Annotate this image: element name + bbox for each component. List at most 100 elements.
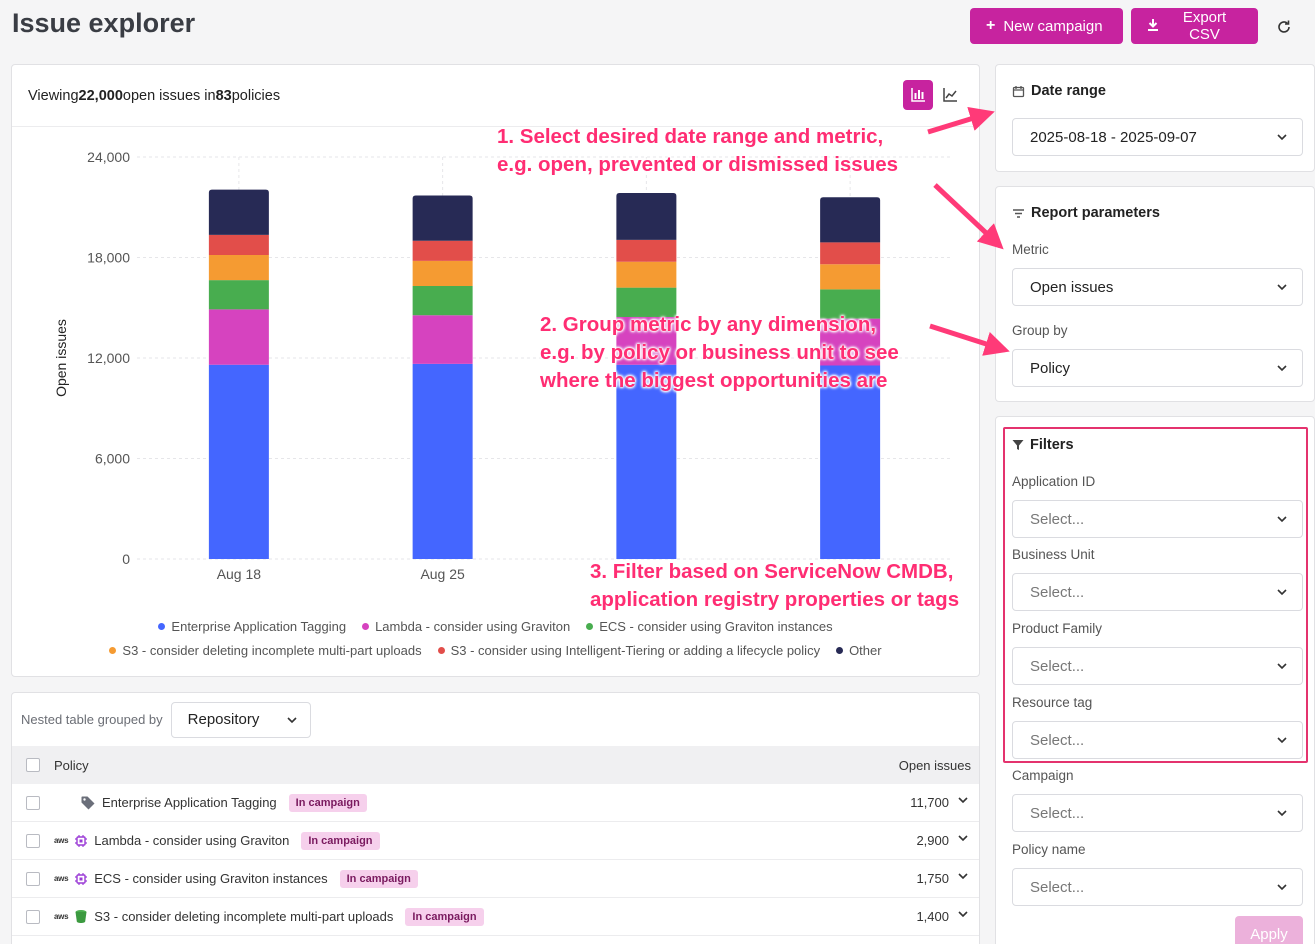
table-row[interactable]: aws S3 - consider deleting incomplete mul… (12, 898, 979, 936)
filter-label: Business Unit (1012, 547, 1095, 562)
x-tick-label: Aug 18 (217, 566, 262, 582)
chevron-down-icon (1277, 737, 1287, 744)
y-axis-title: Open issues (53, 319, 69, 397)
filters-title: Filters (1030, 437, 1074, 453)
annotation-1: 1. Select desired date range and metric,… (497, 125, 899, 176)
tag-icon (80, 795, 96, 811)
select-all-checkbox[interactable] (26, 758, 40, 772)
filter-label: Application ID (1012, 474, 1096, 489)
export-csv-label: Export CSV (1182, 9, 1227, 43)
legend-swatch (362, 623, 370, 630)
legend-swatch (586, 623, 594, 630)
line-chart-toggle[interactable] (935, 80, 965, 110)
metric-select[interactable]: Open issues (1012, 268, 1303, 306)
date-range-value: 2025-08-18 - 2025-09-07 (1030, 128, 1197, 146)
legend-swatch (836, 647, 844, 654)
row-checkbox[interactable] (26, 871, 40, 886)
in-campaign-badge: In campaign (405, 907, 484, 926)
filter-icon (1012, 440, 1024, 450)
bar-segment (616, 316, 677, 365)
filter-select[interactable]: Select... (1012, 868, 1303, 906)
filter-select[interactable]: Select... (1012, 500, 1303, 538)
legend-label: ECS - consider using Graviton instances (599, 619, 833, 634)
plus-icon: + (986, 17, 996, 34)
y-tick-label: 24,000 (87, 149, 130, 165)
new-campaign-label: New campaign (1003, 17, 1103, 35)
sort-lines-icon (1013, 208, 1024, 218)
chevron-down-icon (287, 716, 297, 723)
legend-item[interactable]: S3 - consider using Intelligent-Tiering … (437, 639, 820, 662)
legend-item[interactable]: S3 - consider deleting incomplete multi-… (109, 639, 422, 662)
legend-label: Enterprise Application Tagging (171, 619, 347, 634)
filter-placeholder: Select... (1030, 878, 1085, 896)
filters-card: Filters Application ID Select... Business … (995, 416, 1315, 944)
legend-item[interactable]: Enterprise Application Tagging (158, 615, 346, 638)
filter-placeholder: Select... (1030, 510, 1085, 528)
metric-value: Open issues (1030, 278, 1114, 296)
bar-segment (208, 309, 269, 365)
bar-segment (820, 242, 881, 265)
chevron-down-icon (1277, 284, 1287, 291)
aws-icon: aws (54, 836, 69, 845)
expand-chevron-icon[interactable] (957, 834, 969, 842)
grouped-by-label: Nested table grouped by (21, 712, 163, 727)
grouped-by-select[interactable]: Repository (170, 701, 311, 738)
report-parameters-card: Report parameters Metric Open issues Gro… (995, 186, 1315, 402)
new-campaign-button[interactable]: + New campaign (970, 8, 1123, 44)
stacked-bar-chart: 0 6,000 12,000 18,000 24,000 Open issues Aug 1… (53, 149, 952, 582)
bar-segment (820, 264, 881, 290)
legend-swatch (109, 647, 117, 654)
row-checkbox[interactable] (26, 795, 40, 810)
line-chart-icon (943, 88, 957, 102)
in-campaign-badge: In campaign (339, 869, 418, 888)
chip-icon (74, 834, 88, 848)
refresh-button[interactable] (1270, 14, 1298, 40)
bar-segment (820, 318, 881, 366)
date-range-select[interactable]: 2025-08-18 - 2025-09-07 (1012, 118, 1303, 156)
bar-segment (820, 365, 881, 559)
expand-chevron-icon[interactable] (957, 910, 969, 918)
calendar-icon (1012, 85, 1025, 97)
bar-segment (820, 289, 881, 319)
filter-select[interactable]: Select... (1012, 573, 1303, 611)
filter-label: Campaign (1012, 768, 1074, 783)
date-range-title: Date range (1031, 83, 1106, 99)
table-header: Policy Open issues (12, 746, 979, 784)
export-csv-button[interactable]: Export CSV (1131, 8, 1258, 44)
row-checkbox[interactable] (26, 833, 40, 848)
bar-segment (616, 193, 677, 240)
open-issues-value: 2,900 (916, 833, 949, 848)
aws-icon: aws (54, 912, 69, 921)
filter-label: Resource tag (1012, 695, 1093, 710)
chevron-down-icon (1277, 134, 1287, 141)
y-tick-label: 18,000 (87, 250, 130, 266)
legend-swatch (437, 647, 445, 654)
chip-icon (74, 872, 88, 886)
legend-item[interactable]: Other (836, 639, 882, 662)
group-by-select[interactable]: Policy (1012, 349, 1303, 387)
bar-segment (208, 189, 269, 235)
table-row[interactable]: aws Lambda - consider using Graviton In ca… (12, 822, 979, 860)
legend-item[interactable]: ECS - consider using Graviton instances (586, 615, 833, 638)
bar-segment (412, 240, 473, 261)
chevron-down-icon (1277, 663, 1287, 670)
row-checkbox[interactable] (26, 909, 40, 924)
table-row[interactable]: aws ECS - consider using Graviton instanc… (12, 860, 979, 898)
bar-chart-icon (911, 88, 925, 102)
filter-select[interactable]: Select... (1012, 794, 1303, 832)
table-row[interactable]: Enterprise Application Tagging In campaig… (12, 784, 979, 822)
filter-select[interactable]: Select... (1012, 647, 1303, 685)
apply-button[interactable]: Apply (1235, 916, 1303, 944)
bar-chart-toggle[interactable] (903, 80, 933, 110)
bar-segment (616, 239, 677, 262)
chevron-down-icon (1277, 516, 1287, 523)
expand-chevron-icon[interactable] (957, 796, 969, 804)
open-issues-value: 1,400 (916, 909, 949, 924)
page-title: Issue explorer (12, 8, 196, 38)
filter-label: Policy name (1012, 842, 1086, 857)
legend-swatch (158, 623, 166, 630)
legend-item[interactable]: Lambda - consider using Graviton (362, 615, 570, 638)
chart-legend: Enterprise Application Tagging Lambda - c… (12, 614, 979, 662)
filter-select[interactable]: Select... (1012, 721, 1303, 759)
expand-chevron-icon[interactable] (957, 872, 969, 880)
